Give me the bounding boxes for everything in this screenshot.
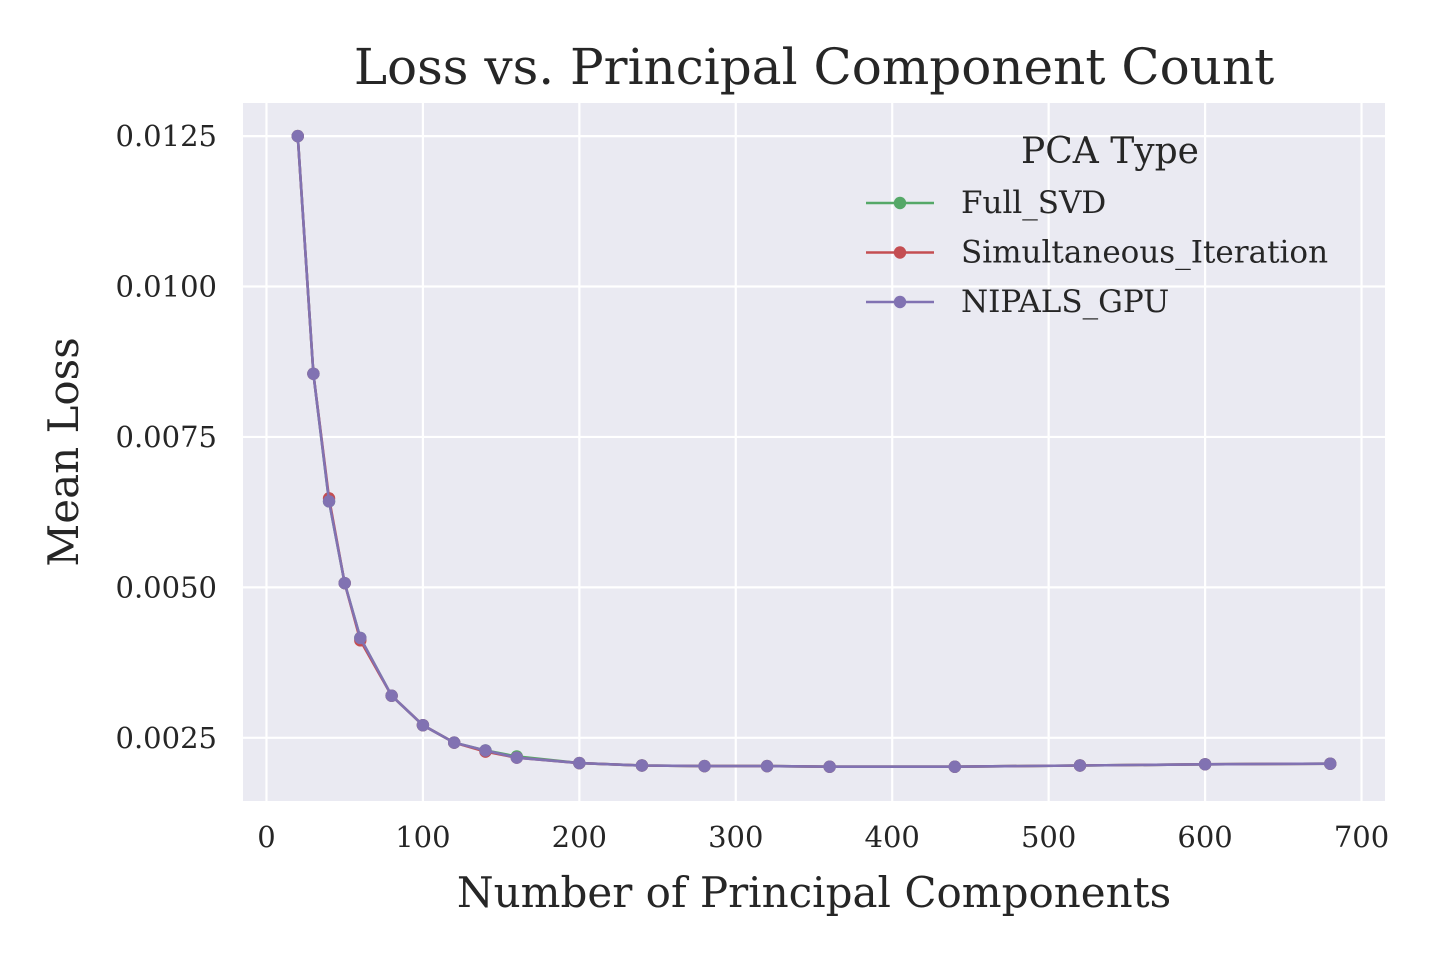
x-tick-label: 400 — [865, 820, 920, 854]
y-tick-labels: 0.0025 0.0050 0.0075 0.0100 0.0125 — [116, 119, 217, 755]
data-point — [322, 495, 336, 508]
x-tick-label: 500 — [1021, 820, 1076, 854]
legend-swatch-marker — [893, 246, 907, 259]
data-point — [1324, 757, 1337, 770]
y-tick-label: 0.0125 — [116, 119, 217, 153]
legend-title: PCA Type — [1021, 131, 1199, 172]
chart-title: Loss vs. Principal Component Count — [354, 38, 1274, 96]
grid-layer — [243, 103, 1385, 801]
legend-swatch-marker — [893, 295, 907, 309]
x-tick-label: 600 — [1177, 820, 1232, 854]
y-tick-label: 0.0050 — [116, 570, 217, 604]
data-point — [1198, 758, 1212, 771]
x-tick-label: 700 — [1334, 820, 1389, 854]
x-axis-label: Number of Principal Components — [457, 868, 1171, 917]
legend-label: Simultaneous_Iteration — [961, 235, 1328, 271]
data-point — [307, 367, 320, 380]
data-point — [354, 631, 367, 645]
data-point — [573, 756, 586, 770]
series-NIPALS_GPU — [291, 129, 1337, 773]
legend-label: Full_SVD — [961, 185, 1106, 221]
legend-item: Simultaneous_Iteration — [866, 235, 1328, 271]
x-tick-label: 300 — [708, 820, 763, 854]
legend-items: Full_SVD Simultaneous_Iteration NIPALS_GPU — [866, 185, 1328, 320]
x-tick-labels: 0 100 200 300 400 500 600 700 — [257, 820, 1389, 854]
data-point — [416, 718, 430, 732]
x-tick-label: 200 — [552, 820, 607, 854]
legend: PCA Type Full_SVD Simultaneous_Iteration N… — [866, 131, 1328, 320]
data-point — [291, 129, 304, 143]
legend-item: NIPALS_GPU — [866, 284, 1169, 320]
series-layer — [291, 129, 1337, 773]
data-point — [385, 689, 398, 702]
data-point — [447, 736, 461, 749]
plot-area — [243, 103, 1385, 801]
y-tick-label: 0.0075 — [116, 420, 217, 454]
x-tick-label: 100 — [395, 820, 450, 854]
data-point — [479, 744, 492, 757]
y-tick-label: 0.0100 — [116, 270, 217, 304]
x-tick-label: 0 — [257, 820, 275, 854]
data-point — [948, 760, 961, 773]
legend-item: Full_SVD — [866, 185, 1106, 221]
data-point — [635, 759, 649, 772]
data-point — [760, 759, 774, 773]
legend-swatch-marker — [893, 196, 907, 210]
data-point — [510, 751, 523, 764]
data-point — [1073, 759, 1087, 772]
legend-label: NIPALS_GPU — [961, 284, 1169, 320]
data-point — [823, 760, 836, 773]
y-axis-label: Mean Loss — [39, 337, 88, 567]
data-point — [338, 576, 351, 590]
y-tick-label: 0.0025 — [116, 721, 217, 755]
data-point — [698, 759, 711, 773]
